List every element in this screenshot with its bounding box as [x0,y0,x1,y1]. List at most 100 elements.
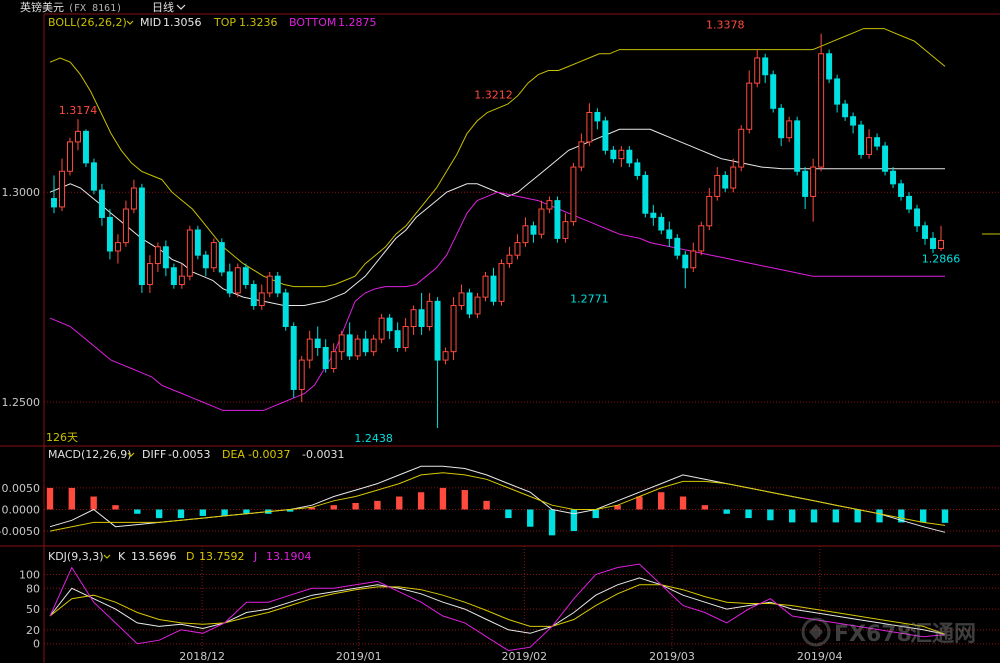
x-tick-label: 2019/04 [797,650,843,663]
candle-body [354,338,361,357]
kdj-tick-label: 20 [26,624,40,637]
candle-body [122,208,129,244]
macd-tick-label: -0.0050 [0,525,40,538]
kdj-tick-label: 50 [26,603,40,616]
macd-dea-line [49,472,946,532]
chevron-down-icon[interactable] [126,20,134,25]
candle-body [850,116,857,126]
candle-body [482,275,489,298]
boll-legend: BOLL(26,26,2) MID 1.3056 TOP 1.3236 BOTT… [48,16,377,29]
kdj-tick-label: 100 [19,568,40,581]
candle-body [218,242,225,273]
kdj-label[interactable]: KDJ(9,3,3) [48,550,104,563]
price-tick-label: 1.2500 [2,396,41,409]
candle-body [82,130,89,164]
candle-body [714,174,721,197]
candle-body [258,292,265,307]
candle-body [738,128,745,168]
candle-body [306,338,313,361]
kdj-k-value: 13.5696 [131,550,177,563]
chevron-down-icon[interactable] [176,4,186,10]
period-selector[interactable]: 日线 [152,0,174,14]
boll-bottom-value: 1.2875 [338,16,377,29]
macd-dea-label: DEA [222,448,245,461]
candle-body [402,326,409,348]
candle-body [930,237,936,249]
candle-body [330,351,337,369]
x-tick-label: 2018/12 [179,650,225,663]
candle-body [746,82,753,130]
candle-body [674,237,681,256]
candle-body [51,198,57,208]
candle-body [194,229,201,256]
candle-body [90,162,97,191]
boll-label[interactable]: BOLL(26,26,2) [48,16,127,29]
candle-body [514,242,521,256]
candle-body [626,149,633,164]
macd-grid: 0.0050 0.0000 -0.0050 [0,482,1000,538]
macd-tick-label: 0.0050 [2,482,41,495]
candle-body [98,189,105,218]
kdj-k-line [49,577,946,635]
fx678-logo-icon [801,617,831,647]
candle-body [410,309,417,328]
candle-body [506,254,513,265]
price-annotation: 1.2771 [570,292,609,305]
candle-body [546,200,553,210]
candle-body [794,120,801,172]
candle-body [242,267,249,286]
kdj-legend: KDJ(9,3,3) K 13.5696 D 13.7592 J 13.1904 [48,550,312,563]
candle-body [810,166,817,197]
macd-diff-value: -0.0053 [168,448,210,461]
candle-body [394,330,401,348]
candle-body [682,254,689,269]
candle-body [178,275,185,286]
price-annotations: 1.3174 1.3212 1.3378 1.2438 1.2771 1.2866 [59,19,961,445]
macd-hist-value: -0.0031 [302,448,344,461]
boll-mid-label: MID [140,16,161,29]
chevron-down-icon[interactable] [127,452,135,457]
chevron-down-icon[interactable] [103,554,111,559]
candle-body [106,216,113,252]
candle-body [922,225,928,239]
candle-body [67,141,73,172]
kdj-tick-label: 0 [33,638,40,651]
macd-label[interactable]: MACD(12,26,9) [48,448,132,461]
candle-body [250,284,257,307]
candle-body [370,338,377,353]
candle-body [290,326,297,390]
boll-top-line [49,28,946,288]
price-tick-label: 1.3000 [2,186,41,199]
candle-body [698,225,705,252]
candle-body [906,195,913,210]
candle-body [578,141,585,168]
candle-body [114,242,121,252]
candle-body [450,305,457,353]
candle-body [442,351,449,361]
candle-body [618,149,625,160]
candle-body [186,229,193,277]
watermark-text: FX678 [834,622,912,647]
kdj-j-value: 13.1904 [266,550,312,563]
candle-body [802,170,809,197]
price-annotation: 1.3174 [59,104,98,117]
candle-body [650,212,657,218]
symbol-name: 英镑美元 [20,0,64,14]
candle-body [722,174,729,189]
candle-body [834,78,841,105]
price-annotation: 1.2866 [922,252,961,265]
candle-body [562,221,569,239]
candle-body [594,112,601,122]
candle-body [458,292,465,307]
kdj-tick-label: 80 [26,582,40,595]
candle-body [298,359,305,390]
candle-body [234,267,241,294]
candle-body [858,124,865,155]
candle-body [730,166,737,189]
kdj-d-value: 13.7592 [199,550,245,563]
kdj-d-line [49,584,946,635]
candle-body [610,149,617,160]
candle-body [938,239,944,249]
kdj-j-line [49,563,946,652]
